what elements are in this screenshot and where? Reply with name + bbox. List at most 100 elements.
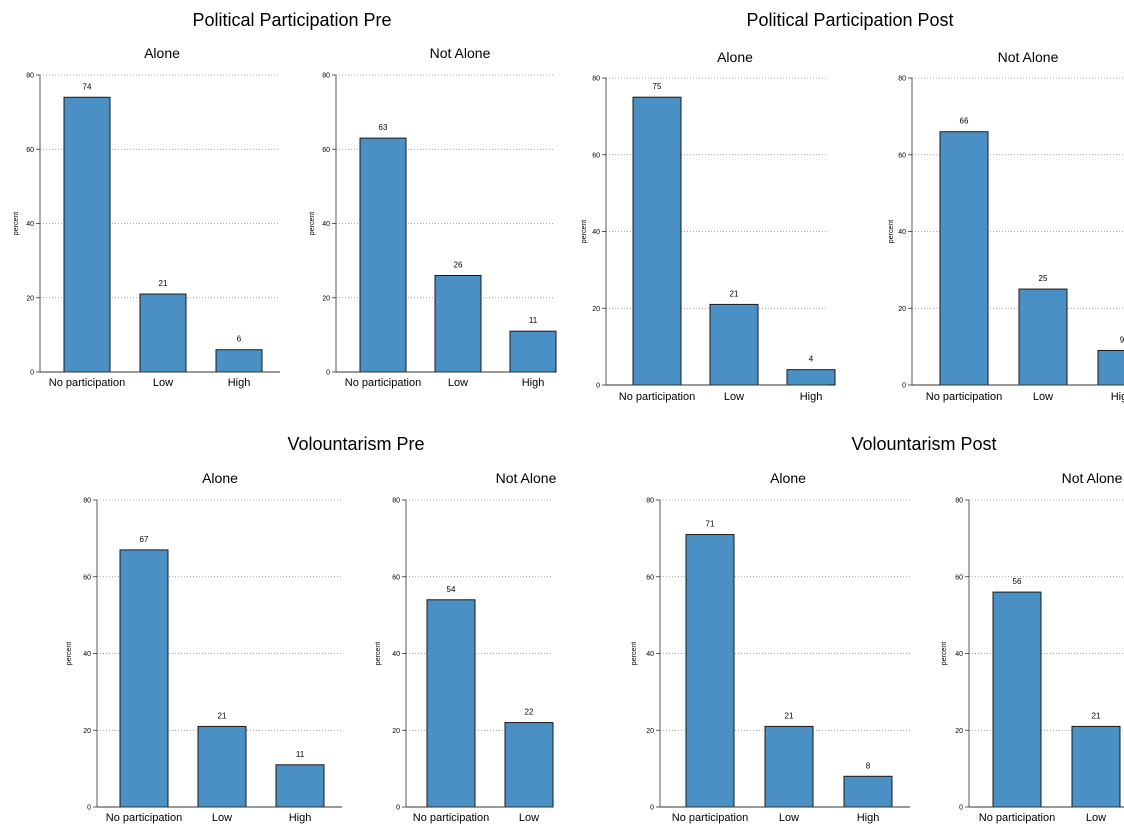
chart-panel: Alone 0 20 40 60 80 percent 75 No participation 2…: [581, 49, 836, 403]
bar: [119, 549, 169, 808]
data-label: 21: [785, 711, 794, 720]
y-tick-label: 60: [392, 574, 400, 581]
data-label: 9: [1120, 335, 1124, 344]
group-title: Political Participation Pre: [192, 10, 391, 30]
data-label: 71: [706, 520, 715, 529]
y-tick-label: 40: [322, 221, 330, 228]
y-tick-label: 20: [26, 295, 34, 302]
y-tick-label: 80: [592, 76, 600, 83]
bar: [509, 330, 557, 373]
y-axis-label: percent: [375, 642, 382, 665]
category-label: High: [857, 812, 880, 824]
data-label: 4: [809, 355, 814, 364]
chart-panel: Not Alone 0 20 40 60 80 percent 63 No participat…: [309, 45, 557, 389]
y-tick-label: 80: [898, 76, 906, 83]
y-tick-label: 80: [322, 73, 330, 80]
bar: [1071, 725, 1121, 808]
data-label: 66: [960, 117, 969, 126]
bar: [504, 722, 554, 808]
y-tick-label: 0: [87, 805, 91, 812]
y-axis-label: percent: [941, 642, 948, 665]
bar: [1018, 288, 1068, 386]
y-tick-label: 0: [596, 383, 600, 390]
bar: [685, 534, 735, 808]
y-tick-label: 60: [646, 574, 654, 581]
y-tick-label: 60: [955, 574, 963, 581]
y-tick-label: 80: [955, 498, 963, 505]
data-label: 63: [379, 123, 388, 132]
panel-title: Alone: [144, 45, 180, 61]
chart-panel: Alone 0 20 40 60 80 percent 67 No participation 2…: [66, 470, 342, 824]
y-tick-label: 40: [392, 651, 400, 658]
group-title: Volountarism Pre: [287, 434, 424, 454]
y-tick-label: 60: [592, 152, 600, 159]
panel-title: Not Alone: [496, 470, 557, 486]
y-tick-label: 60: [322, 147, 330, 154]
chart-group: Political Participation PostAlone0204060…: [581, 10, 1124, 403]
panel-title: Not Alone: [1062, 470, 1123, 486]
category-label: Low: [448, 377, 468, 389]
data-label: 21: [159, 279, 168, 288]
y-tick-label: 20: [392, 728, 400, 735]
y-axis-label: percent: [309, 212, 316, 235]
category-label: High: [800, 391, 823, 403]
bar: [139, 293, 187, 373]
y-axis-label: percent: [581, 220, 588, 243]
chart-panel: Not Alone 0 20 40 60 80 percent 56 No participat…: [941, 470, 1124, 824]
bar: [992, 591, 1042, 808]
bar: [786, 369, 836, 386]
bar: [709, 303, 759, 386]
y-tick-label: 0: [902, 383, 906, 390]
data-label: 6: [237, 335, 242, 344]
category-label: No participation: [619, 391, 695, 403]
y-tick-label: 80: [646, 498, 654, 505]
panel-title: Alone: [717, 49, 753, 65]
y-tick-label: 20: [898, 306, 906, 313]
category-label: No participation: [979, 812, 1055, 824]
data-label: 54: [447, 585, 456, 594]
bar: [275, 764, 325, 808]
bar: [359, 137, 407, 373]
panel-title: Not Alone: [430, 45, 491, 61]
y-tick-label: 0: [30, 370, 34, 377]
y-tick-label: 20: [592, 306, 600, 313]
data-label: 8: [866, 761, 871, 770]
bar: [843, 775, 893, 808]
bar: [939, 131, 989, 386]
chart-panel: Not Alone 0 20 40 60 80 percent 54 No participat…: [375, 470, 557, 824]
category-label: Low: [1033, 391, 1053, 403]
data-label: 21: [218, 711, 227, 720]
bar: [426, 599, 476, 808]
category-label: No participation: [672, 812, 748, 824]
data-label: 11: [296, 750, 305, 759]
chart-panel: Alone 0 20 40 60 80 percent 74 No participation 2…: [13, 45, 280, 389]
data-label: 11: [529, 316, 538, 325]
data-label: 21: [730, 289, 739, 298]
chart-panel: Alone 0 20 40 60 80 percent 71 No participation 2…: [631, 470, 910, 824]
y-tick-label: 40: [646, 651, 654, 658]
chart-group: Political Participation Pre Alone 0 20 40 60 8…: [13, 10, 557, 389]
bar: [63, 96, 111, 373]
y-tick-label: 40: [898, 229, 906, 236]
y-tick-label: 20: [83, 728, 91, 735]
category-label: High: [522, 377, 545, 389]
data-label: 21: [1092, 711, 1101, 720]
y-axis-label: percent: [66, 642, 73, 665]
data-label: 67: [140, 535, 149, 544]
category-label: No participation: [926, 391, 1002, 403]
y-tick-label: 20: [955, 728, 963, 735]
category-label: Low: [1086, 812, 1106, 824]
y-tick-label: 20: [322, 295, 330, 302]
category-label: High: [228, 377, 251, 389]
bar: [215, 349, 263, 373]
category-label: Low: [779, 812, 799, 824]
bar: [197, 725, 247, 808]
y-axis-label: percent: [631, 642, 638, 665]
y-tick-label: 80: [83, 498, 91, 505]
y-tick-label: 40: [26, 221, 34, 228]
y-axis-label: percent: [888, 220, 895, 243]
category-label: Low: [724, 391, 744, 403]
category-label: No participation: [106, 812, 182, 824]
data-label: 22: [525, 708, 534, 717]
